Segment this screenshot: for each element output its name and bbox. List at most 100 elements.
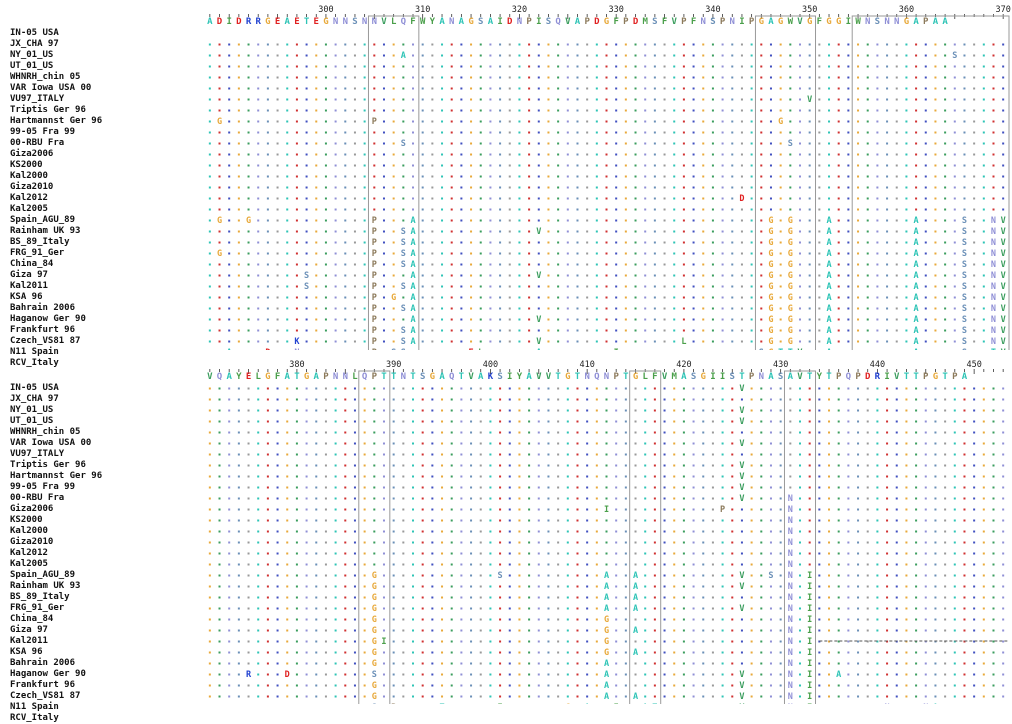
identity-dot bbox=[654, 608, 656, 610]
identity-dot bbox=[335, 297, 337, 299]
identity-dot bbox=[257, 121, 259, 123]
identity-dot bbox=[441, 531, 443, 533]
identity-dot bbox=[615, 498, 617, 500]
identity-dot bbox=[751, 652, 753, 654]
identity-dot bbox=[886, 44, 888, 46]
identity-dot bbox=[1002, 454, 1004, 456]
identity-dot bbox=[886, 465, 888, 467]
residue-substitution: N bbox=[991, 238, 996, 248]
identity-dot bbox=[693, 330, 695, 332]
identity-dot bbox=[944, 77, 946, 79]
identity-dot bbox=[693, 421, 695, 423]
identity-dot bbox=[809, 330, 811, 332]
identity-dot bbox=[306, 487, 308, 489]
identity-dot bbox=[509, 399, 511, 401]
identity-dot bbox=[209, 286, 211, 288]
residue-substitution: A bbox=[410, 216, 415, 226]
identity-dot bbox=[557, 154, 559, 156]
identity-dot bbox=[896, 99, 898, 101]
identity-dot bbox=[818, 586, 820, 588]
identity-dot bbox=[335, 341, 337, 343]
identity-dot bbox=[789, 198, 791, 200]
identity-dot bbox=[557, 399, 559, 401]
identity-dot bbox=[625, 55, 627, 57]
identity-dot bbox=[518, 564, 520, 566]
residue-substitution: V bbox=[807, 95, 812, 105]
identity-dot bbox=[934, 330, 936, 332]
identity-dot bbox=[760, 242, 762, 244]
identity-dot bbox=[248, 597, 250, 599]
identity-dot bbox=[731, 264, 733, 266]
identity-dot bbox=[325, 121, 327, 123]
identity-dot bbox=[954, 498, 956, 500]
identity-dot bbox=[954, 432, 956, 434]
identity-dot bbox=[354, 542, 356, 544]
identity-dot bbox=[644, 198, 646, 200]
identity-dot bbox=[277, 630, 279, 632]
identity-dot bbox=[402, 275, 404, 277]
identity-dot bbox=[606, 487, 608, 489]
identity-dot bbox=[818, 154, 820, 156]
identity-dot bbox=[673, 509, 675, 511]
identity-dot bbox=[499, 399, 501, 401]
identity-dot bbox=[664, 531, 666, 533]
identity-dot bbox=[296, 564, 298, 566]
identity-dot bbox=[780, 641, 782, 643]
identity-dot bbox=[518, 110, 520, 112]
identity-dot bbox=[518, 520, 520, 522]
identity-dot bbox=[209, 231, 211, 233]
identity-dot bbox=[489, 652, 491, 654]
identity-dot bbox=[615, 44, 617, 46]
identity-dot bbox=[451, 165, 453, 167]
identity-dot bbox=[857, 575, 859, 577]
identity-dot bbox=[789, 88, 791, 90]
identity-dot bbox=[1002, 531, 1004, 533]
identity-dot bbox=[760, 286, 762, 288]
identity-dot bbox=[538, 242, 540, 244]
identity-dot bbox=[499, 275, 501, 277]
identity-dot bbox=[538, 597, 540, 599]
identity-dot bbox=[644, 597, 646, 599]
identity-dot bbox=[905, 132, 907, 134]
identity-dot bbox=[780, 77, 782, 79]
consensus-residue: N bbox=[759, 372, 764, 382]
identity-dot bbox=[644, 55, 646, 57]
residue-substitution: S bbox=[401, 249, 406, 259]
identity-dot bbox=[470, 66, 472, 68]
residue-substitution: G bbox=[768, 216, 773, 226]
identity-dot bbox=[228, 330, 230, 332]
identity-dot bbox=[751, 77, 753, 79]
identity-dot bbox=[335, 143, 337, 145]
identity-dot bbox=[944, 542, 946, 544]
identity-dot bbox=[615, 443, 617, 445]
identity-dot bbox=[780, 619, 782, 621]
identity-dot bbox=[789, 176, 791, 178]
identity-dot bbox=[702, 330, 704, 332]
identity-dot bbox=[673, 498, 675, 500]
identity-dot bbox=[286, 520, 288, 522]
identity-dot bbox=[325, 597, 327, 599]
identity-dot bbox=[905, 253, 907, 255]
identity-dot bbox=[973, 264, 975, 266]
identity-dot bbox=[480, 553, 482, 555]
identity-dot bbox=[992, 110, 994, 112]
identity-dot bbox=[789, 165, 791, 167]
identity-dot bbox=[876, 465, 878, 467]
identity-dot bbox=[306, 297, 308, 299]
identity-dot bbox=[954, 630, 956, 632]
identity-dot bbox=[296, 99, 298, 101]
identity-dot bbox=[315, 652, 317, 654]
identity-dot bbox=[654, 198, 656, 200]
identity-dot bbox=[731, 641, 733, 643]
identity-dot bbox=[664, 652, 666, 654]
identity-dot bbox=[896, 121, 898, 123]
identity-dot bbox=[402, 66, 404, 68]
identity-dot bbox=[451, 66, 453, 68]
identity-dot bbox=[557, 465, 559, 467]
identity-dot bbox=[547, 165, 549, 167]
identity-dot bbox=[257, 520, 259, 522]
identity-dot bbox=[615, 487, 617, 489]
identity-dot bbox=[412, 520, 414, 522]
identity-dot bbox=[625, 132, 627, 134]
identity-dot bbox=[238, 264, 240, 266]
